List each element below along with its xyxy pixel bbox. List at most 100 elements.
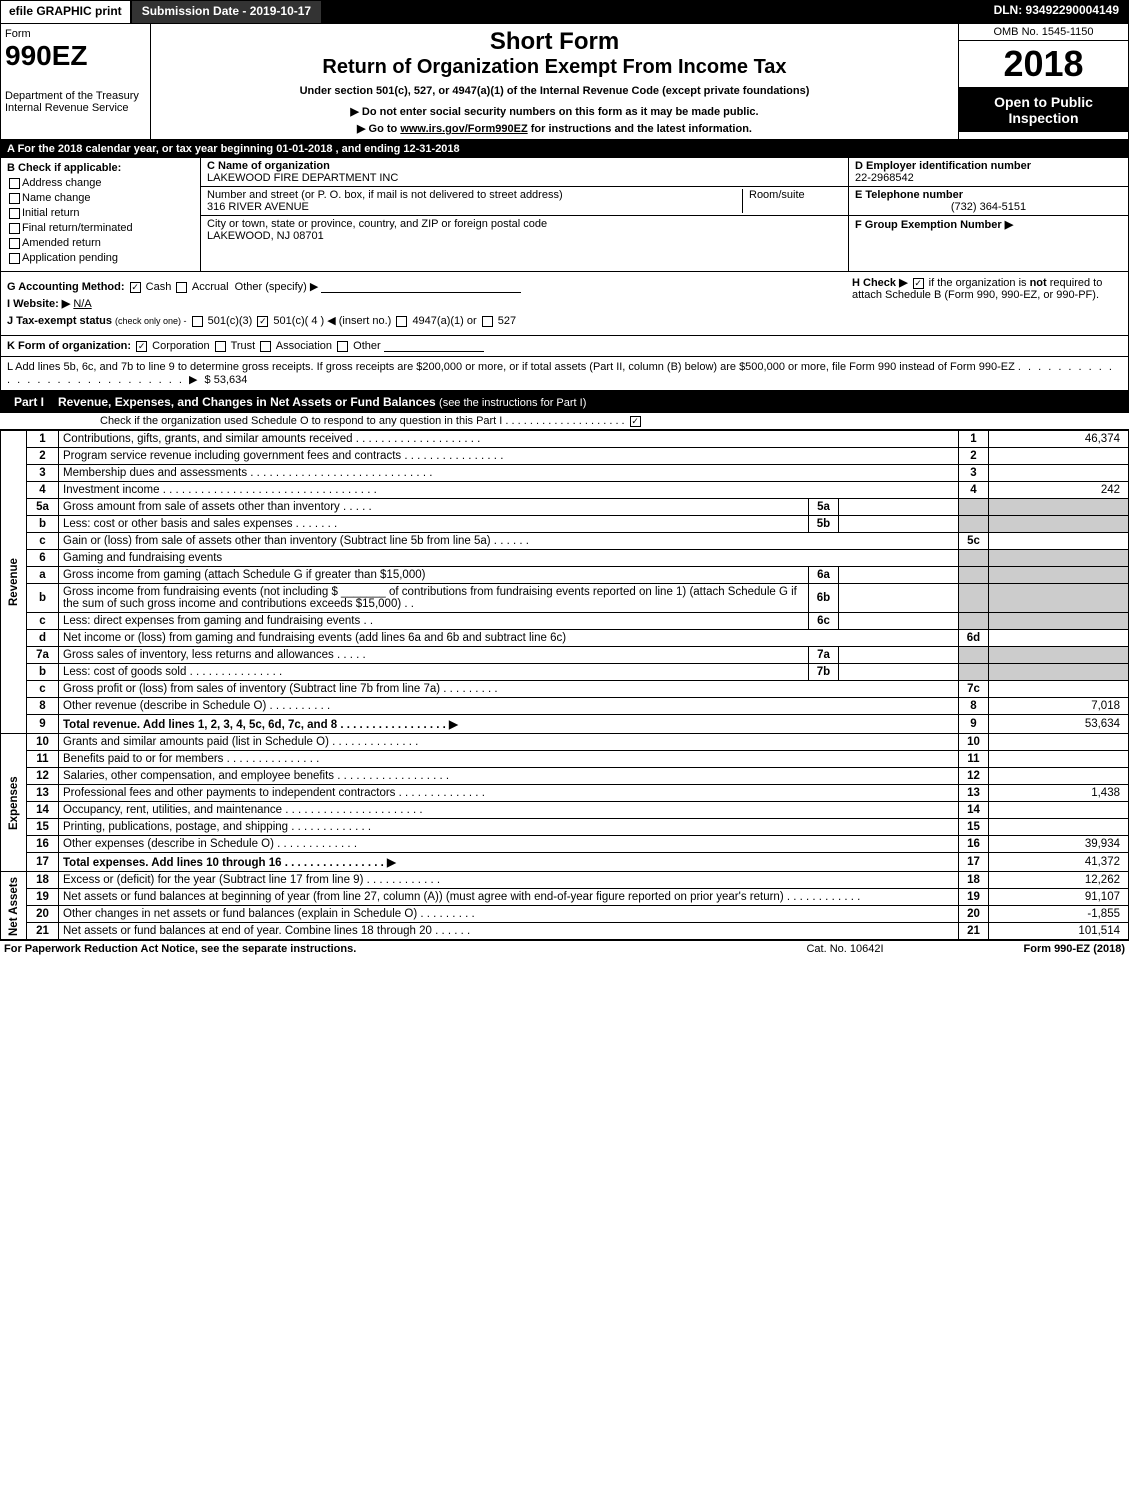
line-ref: 15 <box>959 819 989 836</box>
j-501c: 501(c)( 4 ) ◀ (insert no.) <box>273 315 391 327</box>
form-word: Form <box>5 28 146 40</box>
line-value: 12,262 <box>989 872 1129 889</box>
section-b: B Check if applicable: Address change Na… <box>1 158 201 271</box>
line-value: 53,634 <box>989 715 1129 734</box>
checkbox-icon[interactable] <box>9 193 20 204</box>
part1-header: Part I Revenue, Expenses, and Changes in… <box>0 391 1129 413</box>
j-527: 527 <box>498 315 516 327</box>
section-h: H Check ▶ if the organization is not req… <box>842 276 1122 331</box>
chk-amended[interactable]: Amended return <box>7 237 194 249</box>
checkbox-cash[interactable] <box>130 282 141 293</box>
h-not: not <box>1030 277 1047 289</box>
table-row: cGain or (loss) from sale of assets othe… <box>1 533 1129 550</box>
chk-corp[interactable] <box>136 341 147 352</box>
table-row: 2Program service revenue including gover… <box>1 448 1129 465</box>
line-number: 13 <box>27 785 59 802</box>
line-value <box>989 768 1129 785</box>
part1-sub-check[interactable] <box>630 416 641 427</box>
side-label-net: Net Assets <box>1 872 27 940</box>
mini-line-val <box>839 664 959 681</box>
line-desc: Benefits paid to or for members . . . . … <box>59 751 959 768</box>
mini-line-num: 6b <box>809 584 839 613</box>
section-g: G Accounting Method: Cash Accrual Other … <box>7 280 842 293</box>
part1-label: Part I <box>8 393 50 411</box>
mini-line-num: 6c <box>809 613 839 630</box>
chk-final-return[interactable]: Final return/terminated <box>7 222 194 234</box>
chk-other[interactable] <box>337 341 348 352</box>
line-ref: 7c <box>959 681 989 698</box>
c-name-label: C Name of organization <box>207 160 330 172</box>
k-label: K Form of organization: <box>7 340 131 352</box>
chk-527[interactable] <box>482 316 493 327</box>
checkbox-icon[interactable] <box>9 208 20 219</box>
goto-suffix: for instructions and the latest informat… <box>528 123 752 135</box>
h-text1: if the organization is <box>929 277 1030 289</box>
line-value <box>989 681 1129 698</box>
chk-trust[interactable] <box>215 341 226 352</box>
j-note: (check only one) - <box>115 316 187 326</box>
section-e: E Telephone number (732) 364-5151 <box>849 187 1128 216</box>
line-ref: 12 <box>959 768 989 785</box>
line-desc: Gross profit or (loss) from sales of inv… <box>59 681 959 698</box>
table-row: Expenses10Grants and similar amounts pai… <box>1 734 1129 751</box>
chk-name-change[interactable]: Name change <box>7 192 194 204</box>
table-row: 14Occupancy, rent, utilities, and mainte… <box>1 802 1129 819</box>
header-left: Form 990EZ Department of the Treasury In… <box>1 24 151 139</box>
line-ref: 14 <box>959 802 989 819</box>
line-number: 9 <box>27 715 59 734</box>
line-number: 8 <box>27 698 59 715</box>
line-ref-shaded <box>959 516 989 533</box>
checkbox-icon[interactable] <box>9 223 20 234</box>
period-begin: 01-01-2018 <box>276 143 332 155</box>
line-value: 7,018 <box>989 698 1129 715</box>
goto-link[interactable]: www.irs.gov/Form990EZ <box>400 123 527 135</box>
chk-pending[interactable]: Application pending <box>7 252 194 264</box>
chk-501c[interactable] <box>257 316 268 327</box>
line-ref: 11 <box>959 751 989 768</box>
table-row: 13Professional fees and other payments t… <box>1 785 1129 802</box>
line-value: 39,934 <box>989 836 1129 853</box>
line-desc: Salaries, other compensation, and employ… <box>59 768 959 785</box>
table-row: cLess: direct expenses from gaming and f… <box>1 613 1129 630</box>
line-ref-shaded <box>959 550 989 567</box>
line-val-shaded <box>989 613 1129 630</box>
k-other-fill[interactable] <box>384 340 484 352</box>
line-desc: Net assets or fund balances at end of ye… <box>59 923 959 940</box>
chk-4947[interactable] <box>396 316 407 327</box>
line-desc: Less: cost or other basis and sales expe… <box>59 516 809 533</box>
chk-501c3[interactable] <box>192 316 203 327</box>
line-number: c <box>27 613 59 630</box>
mid-block: G Accounting Method: Cash Accrual Other … <box>0 272 1129 336</box>
line-desc: Net income or (loss) from gaming and fun… <box>59 630 959 647</box>
line-number: b <box>27 584 59 613</box>
info-right: D Employer identification number 22-2968… <box>848 158 1128 271</box>
under-section: Under section 501(c), 527, or 4947(a)(1)… <box>159 85 950 97</box>
org-name: LAKEWOOD FIRE DEPARTMENT INC <box>207 172 398 184</box>
line-number: 15 <box>27 819 59 836</box>
i-label: I Website: ▶ <box>7 298 70 310</box>
g-other-fill[interactable] <box>321 281 521 293</box>
line-number: 4 <box>27 482 59 499</box>
efile-label[interactable]: efile GRAPHIC print <box>0 0 131 24</box>
info-grid: B Check if applicable: Address change Na… <box>0 158 1129 272</box>
checkbox-icon[interactable] <box>9 238 20 249</box>
phone-value: (732) 364-5151 <box>855 201 1122 213</box>
chk-assoc[interactable] <box>260 341 271 352</box>
chk-initial-return[interactable]: Initial return <box>7 207 194 219</box>
checkbox-icon[interactable] <box>9 178 20 189</box>
chk-h[interactable] <box>913 278 924 289</box>
line-number: 12 <box>27 768 59 785</box>
k-trust: Trust <box>231 340 256 352</box>
line-number: c <box>27 681 59 698</box>
period-row: A For the 2018 calendar year, or tax yea… <box>0 140 1129 158</box>
line-ref: 2 <box>959 448 989 465</box>
checkbox-accrual[interactable] <box>176 282 187 293</box>
section-l: L Add lines 5b, 6c, and 7b to line 9 to … <box>0 357 1129 391</box>
checkbox-icon[interactable] <box>9 253 20 264</box>
mini-line-num: 5a <box>809 499 839 516</box>
chk-address-change[interactable]: Address change <box>7 177 194 189</box>
line-value: -1,855 <box>989 906 1129 923</box>
line-number: 21 <box>27 923 59 940</box>
line-number: b <box>27 516 59 533</box>
line-value <box>989 751 1129 768</box>
